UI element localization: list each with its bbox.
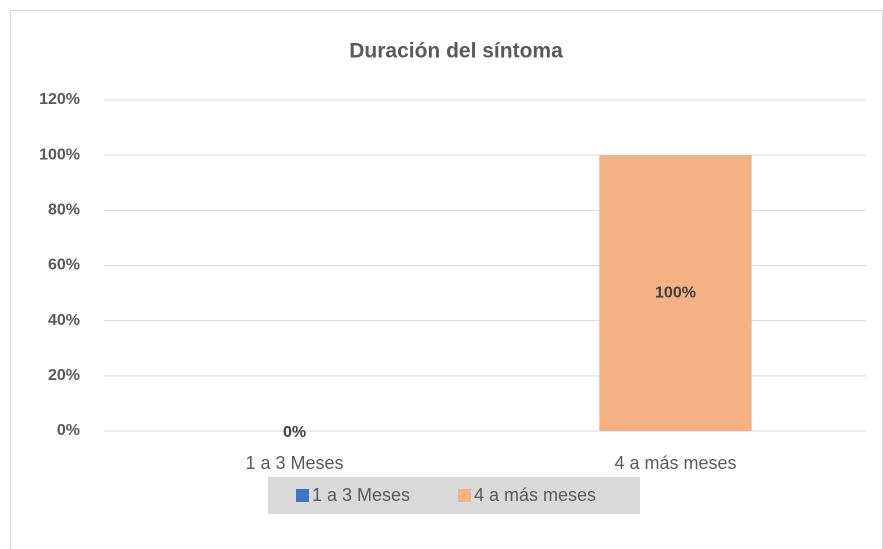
legend-box [268, 477, 640, 514]
x-tick-label: 4 a más meses [614, 453, 736, 473]
chart-frame [10, 10, 883, 549]
y-tick-label: 20% [48, 367, 80, 384]
y-tick-label: 60% [48, 257, 80, 274]
y-tick-label: 80% [48, 202, 80, 219]
data-label: 0% [283, 424, 306, 441]
y-tick-label: 120% [39, 91, 80, 108]
y-tick-label: 40% [48, 312, 80, 329]
legend-swatch [296, 489, 309, 502]
legend-label: 4 a más meses [474, 485, 596, 505]
legend-swatch [458, 489, 471, 502]
bar [599, 155, 752, 431]
data-label: 100% [655, 284, 696, 301]
y-tick-label: 0% [57, 422, 80, 439]
y-tick-label: 100% [39, 146, 80, 163]
chart-title: Duración del síntoma [349, 40, 563, 63]
x-tick-label: 1 a 3 Meses [245, 453, 343, 473]
legend-label: 1 a 3 Meses [312, 485, 410, 505]
